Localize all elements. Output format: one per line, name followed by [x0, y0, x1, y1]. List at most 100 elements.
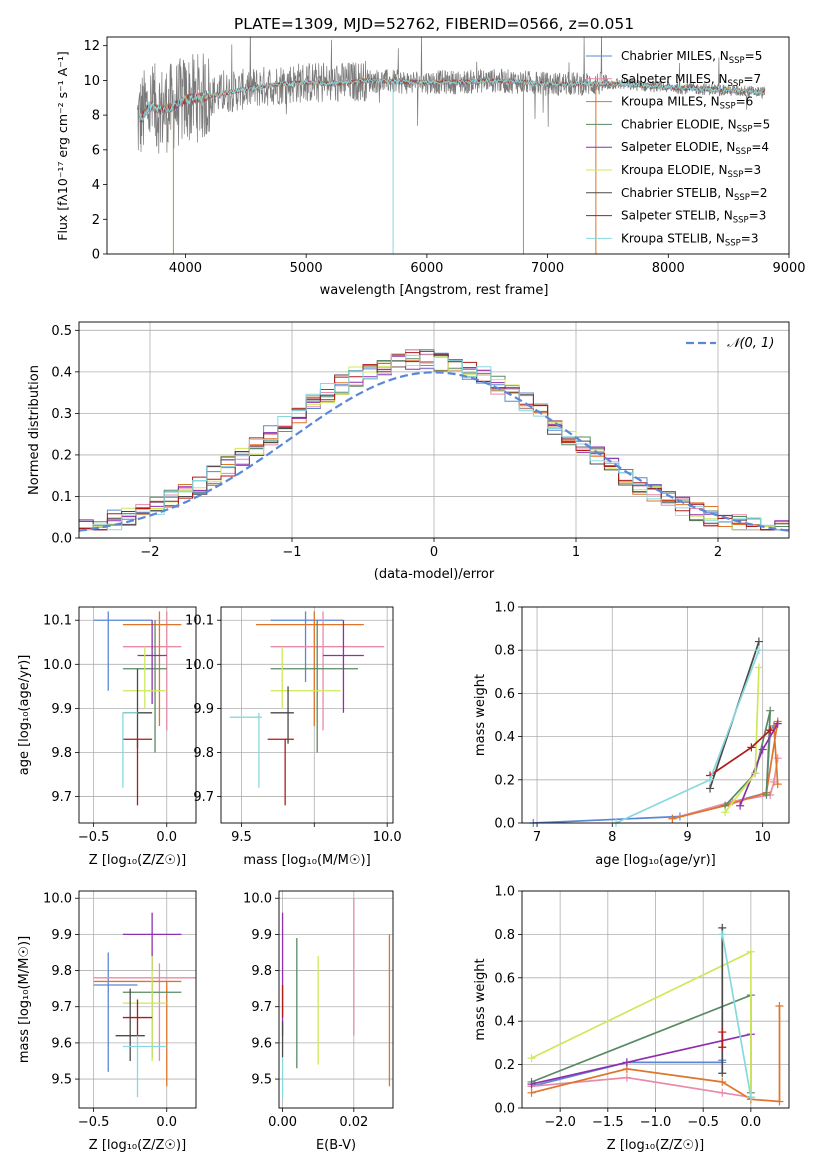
- series-chabrier_miles: [533, 725, 775, 823]
- mass_weight_vs_age-panel: 7 8 9 10 0.0 0.2 0.4 0.6 0.8 1.0 age [log₁₀(age/yr…: [473, 601, 790, 868]
- marker-kroupa_stelib: [718, 930, 727, 939]
- legend-label: Kroupa STELIB, NSSP=3: [621, 231, 759, 248]
- series-kroupa_elodie: [531, 950, 752, 1098]
- series-kroupa_miles: [672, 721, 779, 820]
- y-tick-label: 9.5: [51, 1073, 72, 1088]
- y-tick-label: 0.4: [494, 1015, 515, 1030]
- x-tick-label: 8: [608, 830, 616, 845]
- x-tick-label: 6000: [410, 261, 443, 276]
- legend-label: Chabrier ELODIE, NSSP=5: [621, 117, 770, 134]
- series-salpeter_elodie: [739, 723, 779, 807]
- legend-subscript: SSP: [737, 124, 753, 134]
- x-tick-label: 7000: [531, 261, 564, 276]
- series-chabrier_elodie: [724, 710, 772, 807]
- legend-tail: =5: [753, 117, 771, 131]
- y-tick-label: 9.9: [51, 702, 72, 717]
- marker-chabrier_elodie: [762, 790, 771, 799]
- spectrum-ylabel: Flux [fλ10⁻¹⁷ erg cm⁻² s⁻¹ A⁻¹]: [55, 51, 70, 240]
- x-tick-label: 0.0: [741, 1115, 762, 1130]
- marker-chabrier_stelib: [754, 637, 763, 646]
- y-tick-label: 9.6: [251, 1036, 272, 1051]
- marker-kroupa_miles: [668, 814, 677, 823]
- y-tick-label: 10.0: [43, 892, 72, 907]
- mass_vs_Z-xlabel: Z [log₁₀(Z/Z☉)]: [89, 1138, 186, 1153]
- age_vs_mass-xlabel: mass [log₁₀(M/M☉)]: [243, 853, 370, 868]
- x-tick-label: 8000: [652, 261, 685, 276]
- y-tick-label: 0.0: [494, 817, 515, 832]
- y-tick-label: 9.8: [51, 746, 72, 761]
- normal-curve: [79, 371, 789, 532]
- marker-salpeter_stelib: [747, 743, 756, 752]
- legend-subscript: SSP: [728, 79, 744, 89]
- x-tick-label: 9000: [772, 261, 805, 276]
- y-tick-label: 0.8: [494, 644, 515, 659]
- legend-tail: =4: [751, 140, 769, 154]
- y-tick-label: 4: [92, 178, 100, 193]
- y-tick-label: 9.7: [193, 790, 214, 805]
- series-kroupa_miles: [531, 1006, 781, 1103]
- marker-salpeter_elodie: [622, 1058, 631, 1067]
- axes-frame: [78, 890, 197, 1109]
- x-tick-label: 5000: [290, 261, 323, 276]
- age_vs_Z-panel: −0.5 0.0 9.7 9.8 9.9 10.0 10.1 Z [log₁₀(Z/Z☉)] a…: [17, 606, 197, 868]
- marker-kroupa_miles: [775, 1097, 784, 1106]
- y-tick-label: 10.0: [185, 658, 214, 673]
- marker-salpeter_elodie: [527, 1080, 536, 1089]
- marker-salpeter_elodie: [736, 801, 745, 810]
- x-tick-label: 7: [533, 830, 541, 845]
- series-kroupa_elodie: [724, 667, 760, 813]
- x-tick-label: 0.0: [156, 830, 177, 845]
- y-tick-label: 0.1: [51, 490, 72, 505]
- y-tick-label: 0.2: [494, 1058, 515, 1073]
- marker-salpeter_stelib: [766, 726, 775, 735]
- age_vs_Z-ylabel: age [log₁₀(age/yr)]: [17, 655, 32, 776]
- age_vs_Z-xlabel: Z [log₁₀(Z/Z☉)]: [89, 853, 186, 868]
- x-tick-label: −2.0: [544, 1115, 576, 1130]
- x-tick-label: 9.5: [231, 830, 252, 845]
- marker-kroupa_elodie: [754, 663, 763, 672]
- mass_weight_vs_age-ylabel: mass weight: [473, 674, 488, 756]
- legend-subscript: SSP: [728, 170, 744, 180]
- axes-frame: [521, 890, 790, 1109]
- y-tick-label: 9.9: [193, 702, 214, 717]
- marker-kroupa_elodie: [527, 1054, 536, 1063]
- y-tick-label: 10.1: [185, 614, 214, 629]
- y-tick-label: 0.5: [51, 324, 72, 339]
- y-tick-label: 9.9: [51, 928, 72, 943]
- x-tick-label: −0.5: [78, 830, 110, 845]
- residuals-xlabel: (data-model)/error: [374, 567, 495, 582]
- y-tick-label: 10.1: [43, 614, 72, 629]
- x-tick-label: 10.0: [373, 830, 402, 845]
- legend-tail: =5: [745, 49, 763, 63]
- marker-kroupa_elodie: [746, 947, 755, 956]
- marker-salpeter_miles: [773, 754, 782, 763]
- residuals-ylabel: Normed distribution: [27, 365, 42, 495]
- y-tick-label: 9.8: [251, 964, 272, 979]
- spectrum-xlabel: wavelength [Angstrom, rest frame]: [320, 283, 549, 298]
- axes-frame: [521, 606, 790, 824]
- y-tick-label: 0.3: [51, 407, 72, 422]
- marker-salpeter_elodie: [758, 745, 767, 754]
- x-tick-label: −2: [140, 545, 159, 560]
- legend-label: Kroupa MILES, NSSP=6: [621, 95, 753, 112]
- legend-subscript: SSP: [735, 147, 751, 157]
- marker-kroupa_miles: [773, 780, 782, 789]
- y-tick-label: 9.8: [51, 964, 72, 979]
- x-tick-label: −1.0: [640, 1115, 672, 1130]
- marker-chabrier_stelib: [706, 784, 715, 793]
- mass_vs_Z-ylabel: mass [log₁₀(M/M☉)]: [17, 936, 32, 1063]
- y-tick-label: 0.0: [494, 1102, 515, 1117]
- y-tick-label: 0: [92, 248, 100, 263]
- legend-tail: =3: [741, 231, 759, 245]
- y-tick-label: 12: [83, 39, 100, 54]
- marker-kroupa_miles: [718, 1077, 727, 1086]
- axes-frame: [78, 606, 197, 824]
- x-tick-label: 9: [683, 830, 691, 845]
- mass_vs_ebv-panel: 0.00 0.02 9.5 9.6 9.7 9.8 9.9 10.0 E(B-V): [243, 890, 394, 1153]
- marker-kroupa_stelib: [706, 775, 715, 784]
- axes-frame: [106, 36, 790, 255]
- y-tick-label: 10: [83, 74, 100, 89]
- y-tick-label: 2: [92, 213, 100, 228]
- marker-kroupa_stelib: [754, 646, 763, 655]
- marker-kroupa_elodie: [721, 808, 730, 817]
